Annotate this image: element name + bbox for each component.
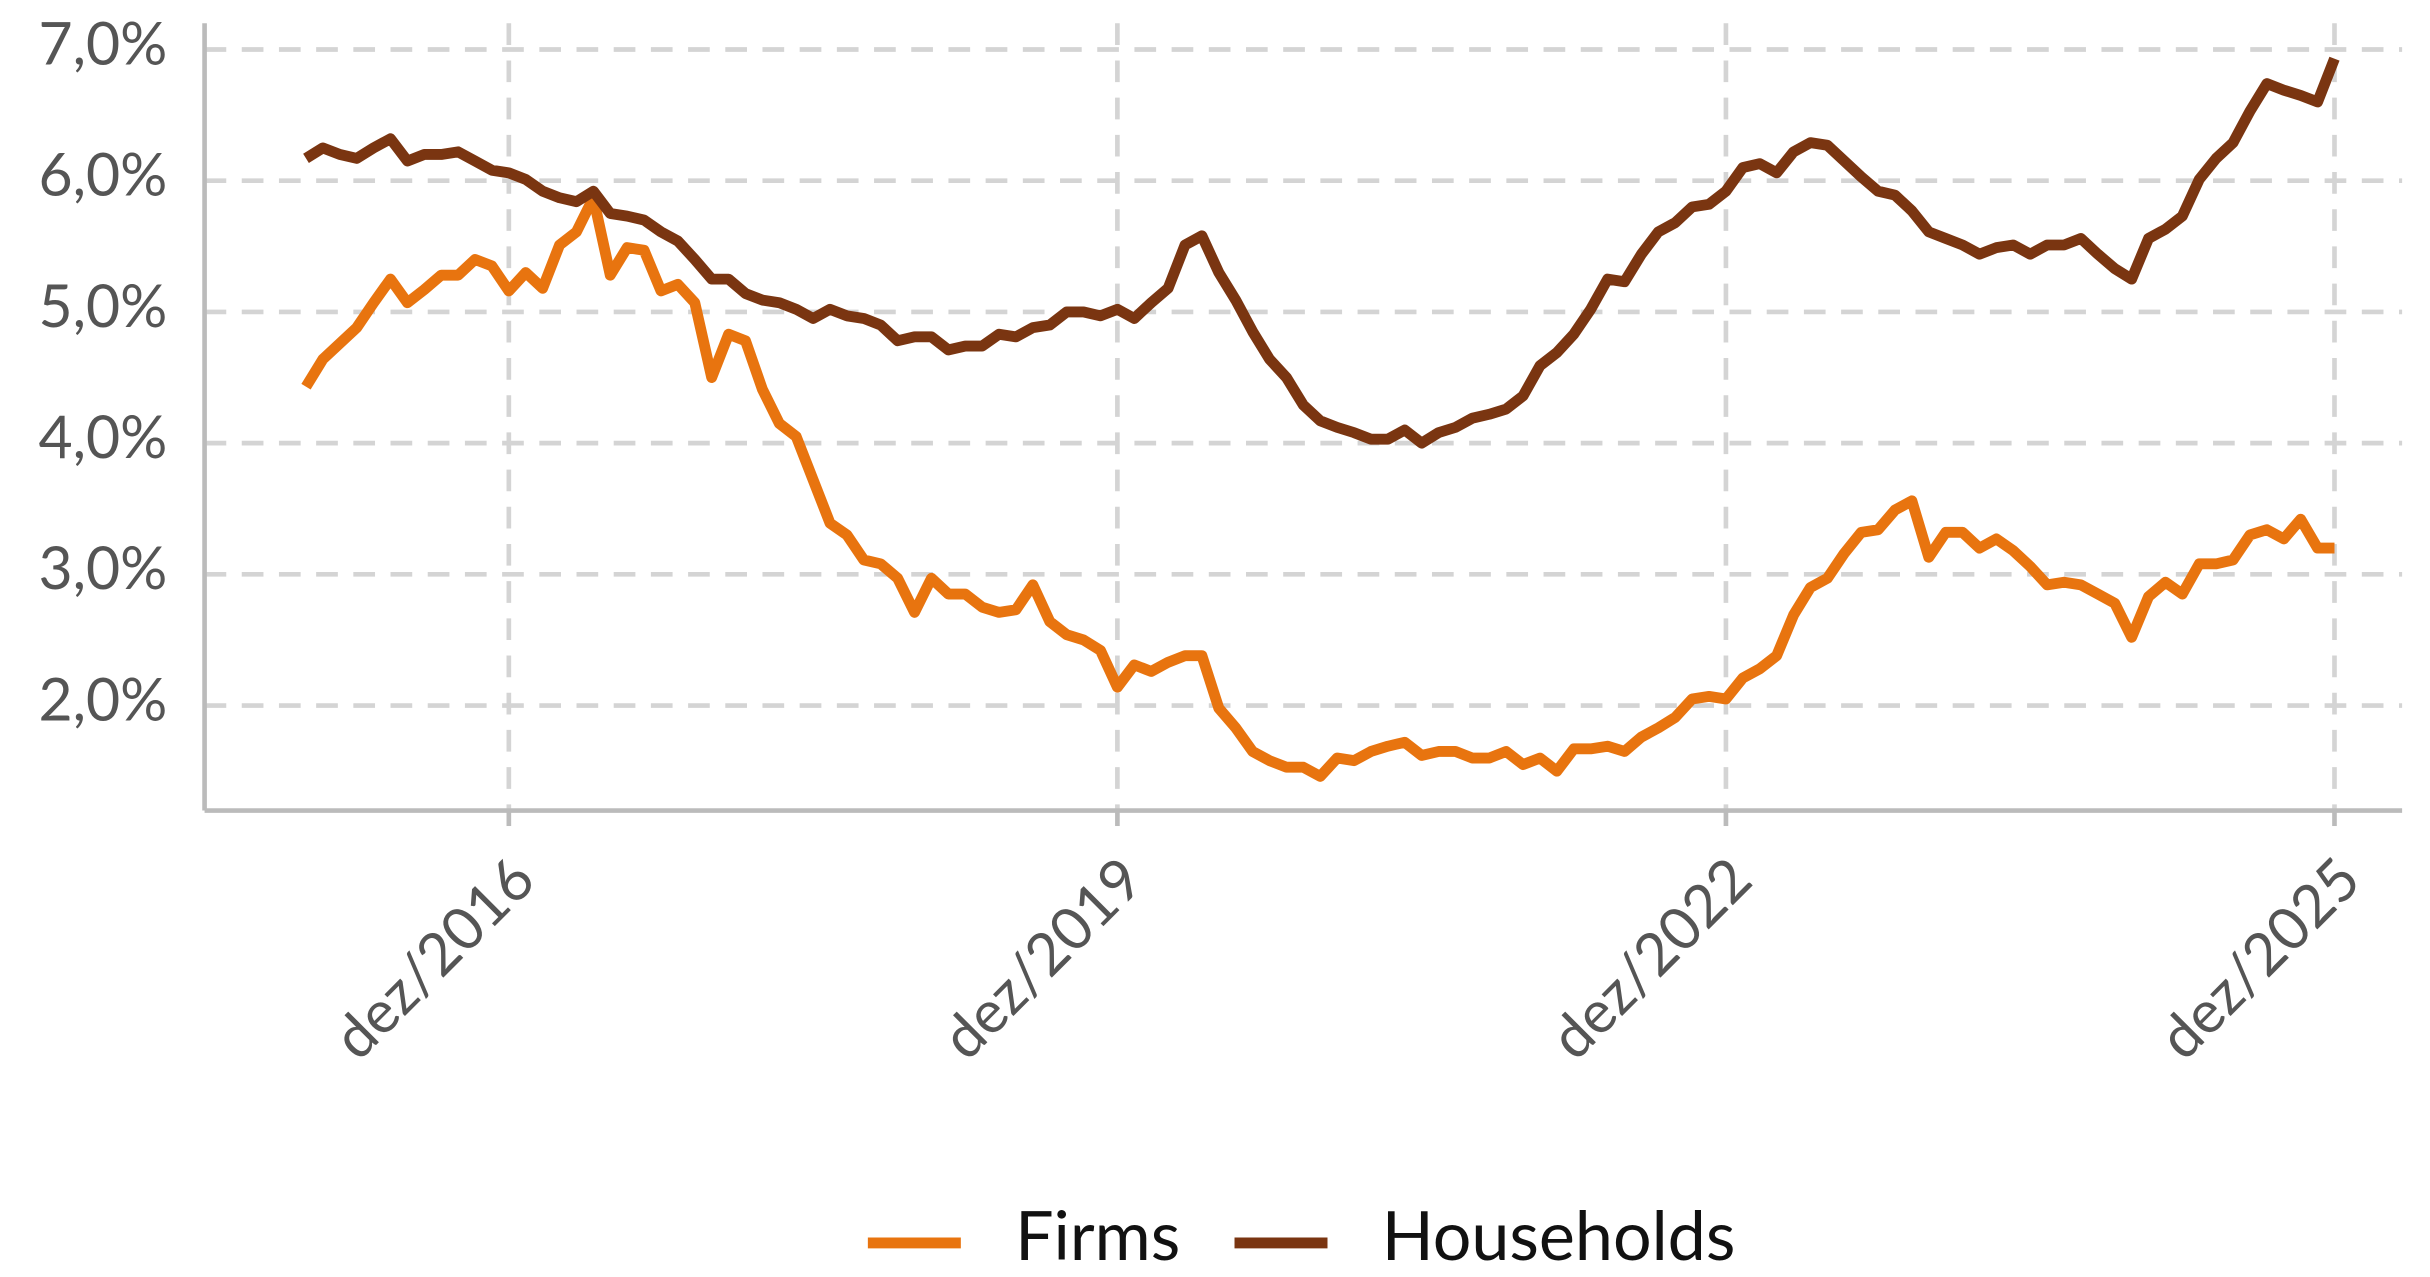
y-tick-label: 5,0% [39,269,168,340]
y-tick-label: 3,0% [39,531,168,602]
x-tick-label: dez/2016 [317,842,547,1072]
series-line [301,192,2335,782]
series-line [303,56,2340,449]
y-tick-label: 2,0% [39,662,168,733]
y-tick-label: 4,0% [39,400,168,471]
y-tick-label: 6,0% [39,138,168,209]
legend-label: Households [1382,1193,1736,1275]
legend-label: Firms [1015,1193,1180,1275]
x-tick-label: dez/2025 [2143,842,2373,1072]
y-tick-label: 7,0% [39,6,168,77]
x-tick-label: dez/2022 [1535,842,1765,1072]
x-tick-label: dez/2019 [926,842,1156,1072]
